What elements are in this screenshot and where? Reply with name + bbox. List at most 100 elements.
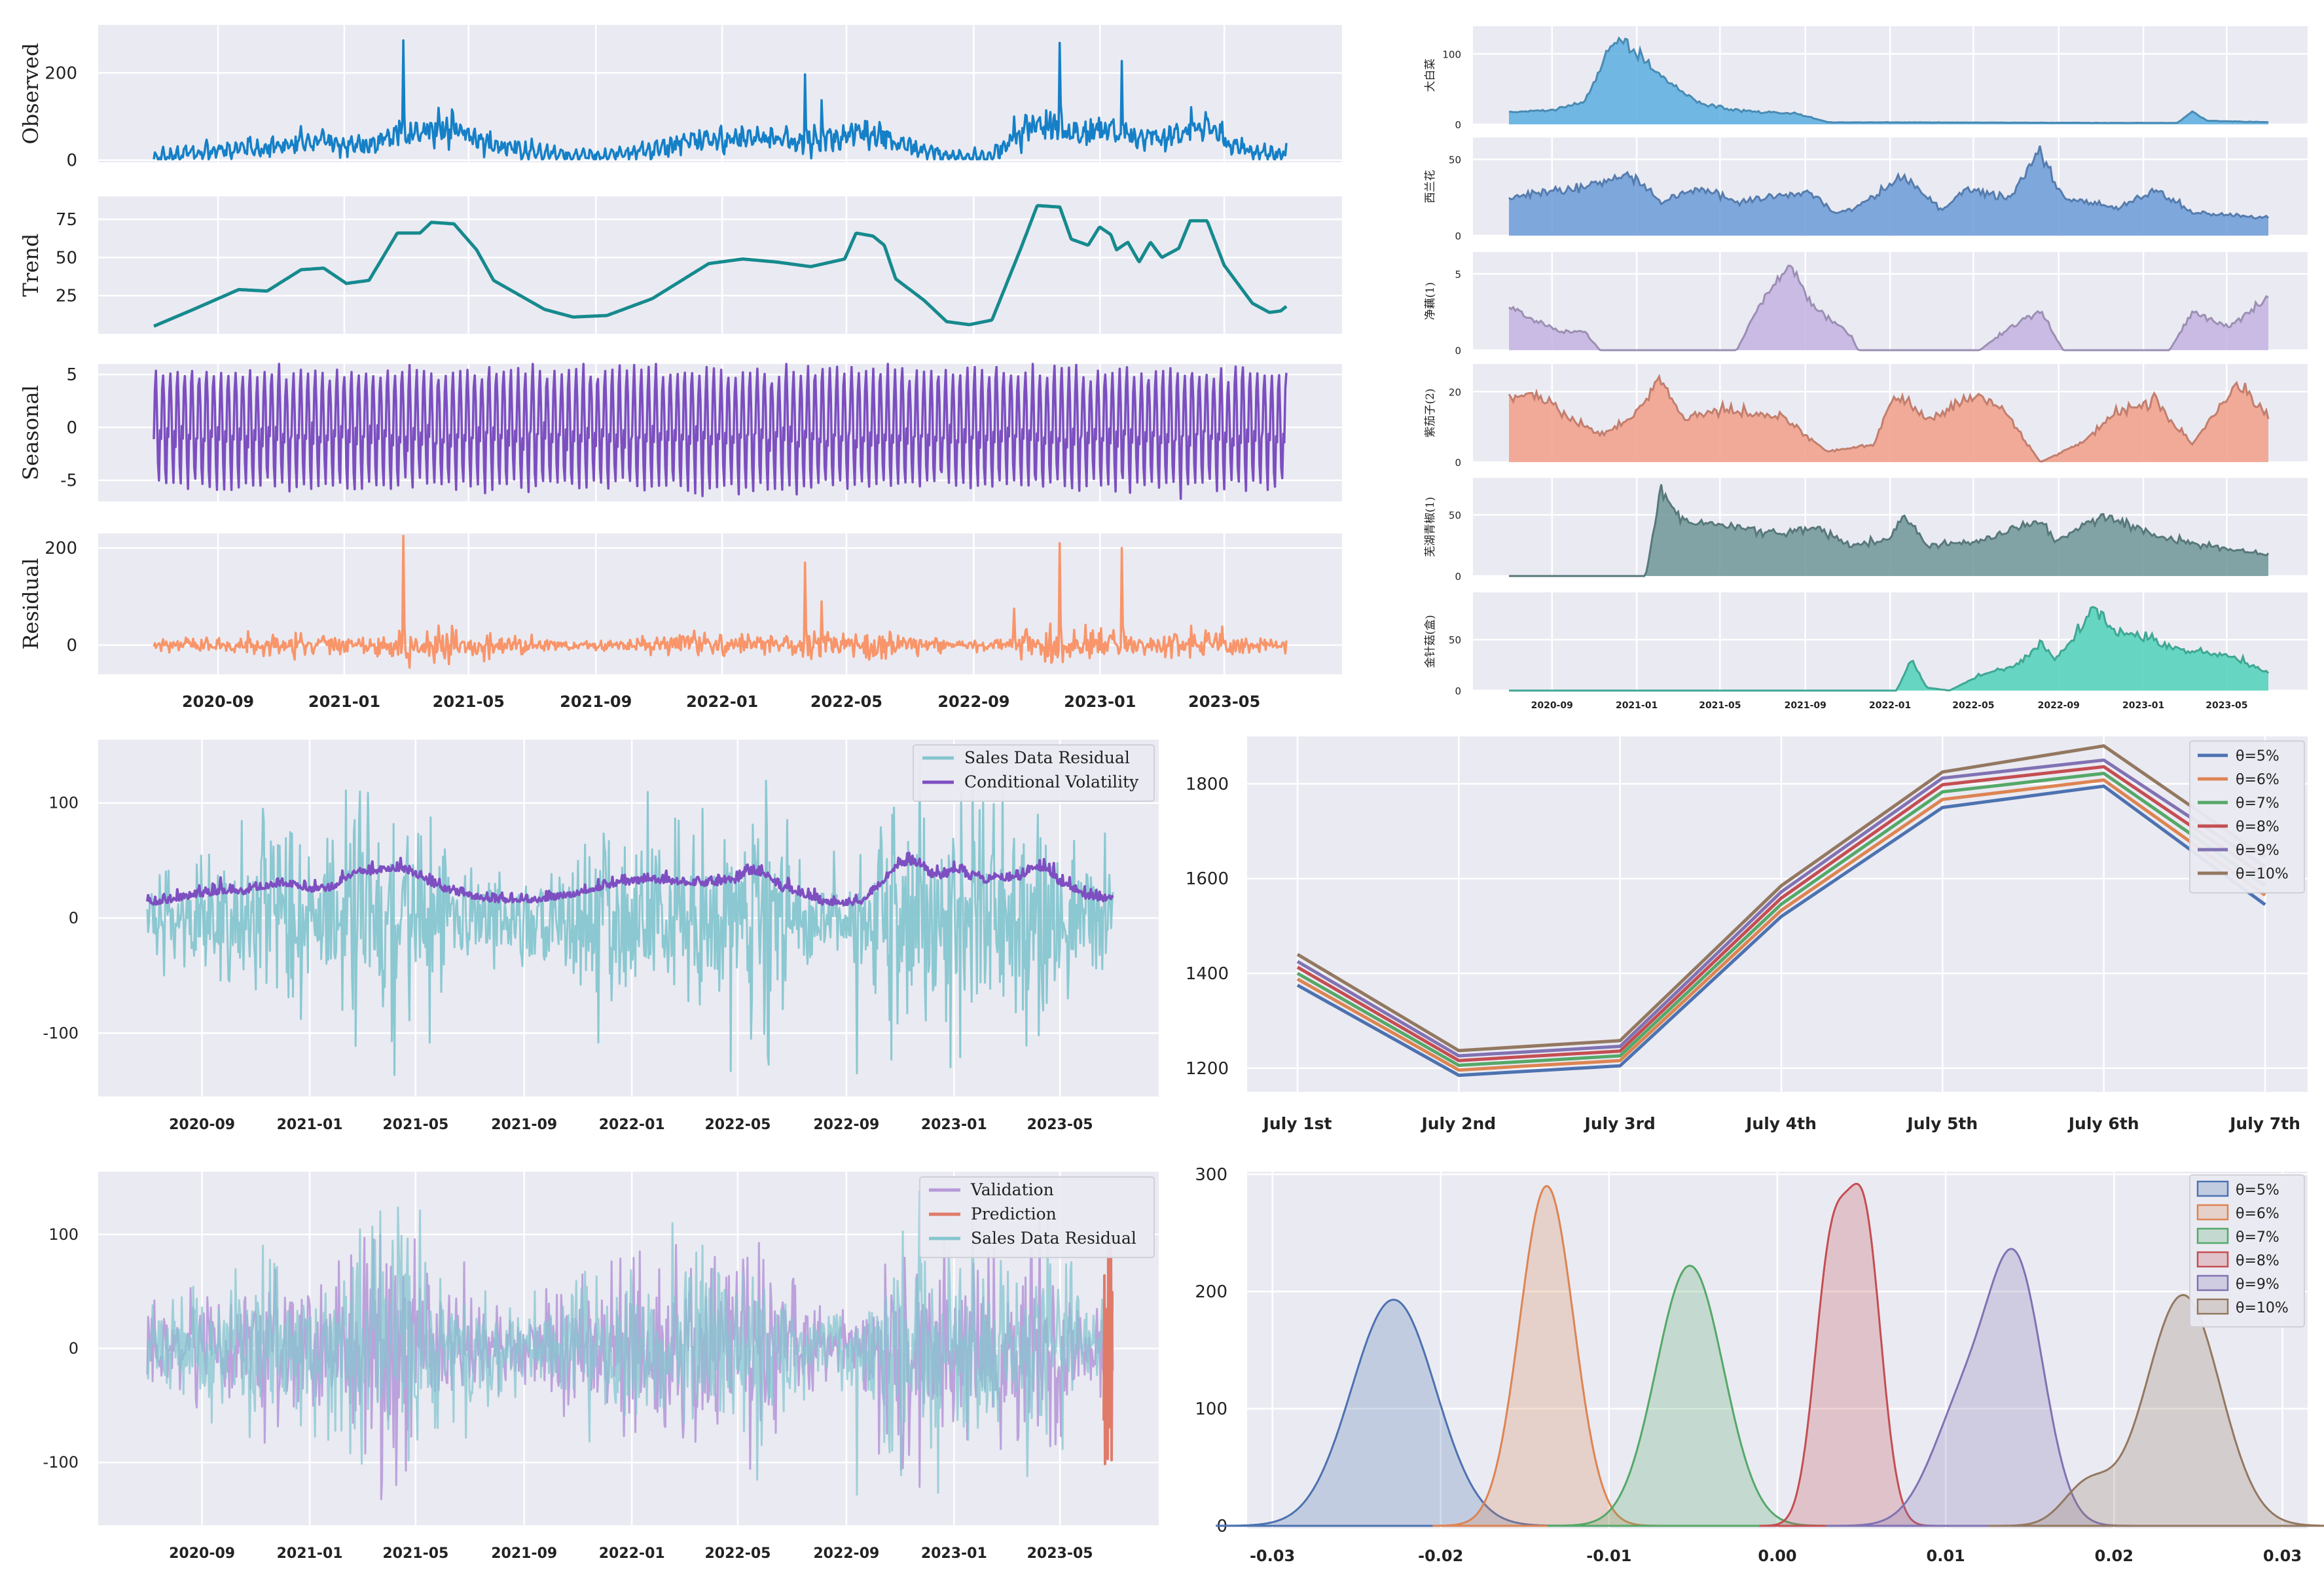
prediction-legend xyxy=(919,1176,1155,1258)
forecast-xtick: July 1st xyxy=(1262,1114,1332,1133)
decomp-ytick: 0 xyxy=(66,151,77,171)
category-ytick: 50 xyxy=(1449,154,1461,166)
prediction-prediction-line xyxy=(1102,1231,1114,1466)
category-xtick: 2021-01 xyxy=(1616,700,1658,711)
forecast-legend-label: θ=5% xyxy=(2236,748,2279,765)
category-area-line-5 xyxy=(1509,605,2270,692)
category-ytick: 0 xyxy=(1455,230,1461,242)
forecast-series-line xyxy=(1296,765,2266,1062)
garch-xtick: 2022-05 xyxy=(704,1117,771,1133)
garch-xtick: 2023-05 xyxy=(1027,1117,1093,1133)
garch-residual-line xyxy=(146,750,1114,1076)
category-xtick: 2022-05 xyxy=(1952,700,1994,711)
forecast-ytick: 1600 xyxy=(1186,869,1229,889)
category-ylabel: 芜湖青椒(1) xyxy=(1424,497,1437,557)
category-ytick: 50 xyxy=(1449,634,1461,646)
decomp-xtick: 2021-05 xyxy=(433,693,505,711)
forecast-xtick: July 5th xyxy=(1906,1114,1978,1133)
decomp-ytick: 25 xyxy=(56,287,77,306)
kde-legend-label: θ=10% xyxy=(2236,1300,2289,1316)
garch-xtick: 2022-01 xyxy=(599,1117,665,1133)
forecast-xtick: July 7th xyxy=(2228,1114,2300,1133)
decomp-xtick: 2022-01 xyxy=(686,693,758,711)
kde-density-area xyxy=(1826,1248,2133,1527)
forecast-legend-label: θ=10% xyxy=(2236,866,2289,882)
category-xtick: 2022-01 xyxy=(1869,700,1911,711)
category-ytick: 0 xyxy=(1455,685,1461,697)
kde-xtick: -0.02 xyxy=(1418,1547,1463,1565)
kde-legend-swatch xyxy=(2196,1204,2229,1221)
kde-ytick: 200 xyxy=(1195,1282,1227,1302)
category-area-line-1 xyxy=(1508,145,2270,220)
forecast-ytick: 1400 xyxy=(1186,964,1229,984)
kde-legend-swatch xyxy=(2196,1227,2229,1244)
decomp-ytick: 50 xyxy=(56,248,77,268)
decomp-xtick: 2020-09 xyxy=(182,693,254,711)
category-ytick: 20 xyxy=(1449,386,1461,398)
kde-xtick: -0.03 xyxy=(1250,1547,1295,1565)
prediction-ytick: 100 xyxy=(48,1225,79,1244)
forecast-legend-label: θ=6% xyxy=(2236,772,2279,788)
category-area-line-4 xyxy=(1509,484,2270,577)
category-xtick: 2021-09 xyxy=(1785,700,1826,711)
prediction-xtick: 2022-05 xyxy=(704,1545,771,1562)
garch-legend-label: Sales Data Residual xyxy=(964,748,1130,767)
garch-legend-label: Conditional Volatility xyxy=(964,772,1139,791)
category-ytick: 0 xyxy=(1455,345,1461,357)
kde-legend-swatch xyxy=(2196,1274,2229,1291)
prediction-xtick: 2020-09 xyxy=(169,1545,235,1562)
forecast-series-line xyxy=(1296,778,2266,1072)
category-area-line-3 xyxy=(1508,373,2270,463)
forecast-xtick: July 3rd xyxy=(1584,1114,1656,1133)
garch-xtick: 2020-09 xyxy=(169,1117,235,1133)
category-xtick: 2021-05 xyxy=(1699,700,1741,711)
category-area-line-2 xyxy=(1508,264,2269,352)
prediction-xtick: 2021-05 xyxy=(382,1545,448,1562)
forecast-legend-label: θ=7% xyxy=(2236,795,2279,812)
garch-xtick: 2021-01 xyxy=(277,1117,343,1133)
prediction-legend-label: Validation xyxy=(970,1180,1054,1199)
forecast-ytick: 1800 xyxy=(1186,774,1229,794)
kde-legend-label: θ=6% xyxy=(2236,1206,2279,1222)
prediction-legend-label: Sales Data Residual xyxy=(971,1229,1136,1248)
forecast-series-line xyxy=(1296,758,2266,1058)
prediction-xtick: 2021-01 xyxy=(277,1545,343,1562)
prediction-xtick: 2022-01 xyxy=(599,1545,665,1562)
prediction-ytick: 0 xyxy=(69,1339,79,1358)
kde-ytick: 300 xyxy=(1195,1165,1227,1185)
forecast-series-line xyxy=(1296,744,2266,1053)
prediction-xtick: 2023-01 xyxy=(921,1545,987,1562)
category-ytick: 0 xyxy=(1455,119,1461,131)
decomp-xtick: 2021-09 xyxy=(560,693,632,711)
category-ylabel: 净藕(1) xyxy=(1424,282,1437,320)
category-xtick: 2023-01 xyxy=(2122,700,2164,711)
prediction-legend-label: Prediction xyxy=(971,1204,1057,1223)
decomp-ylabel: Observed xyxy=(18,43,43,145)
kde-density-area xyxy=(1547,1265,1832,1527)
category-ylabel: 西兰花 xyxy=(1424,170,1437,204)
decomp-ytick: 0 xyxy=(66,636,77,656)
decomp-ytick: -5 xyxy=(60,471,77,491)
kde-legend-label: θ=7% xyxy=(2236,1229,2279,1246)
category-area-4 xyxy=(1509,484,2268,576)
kde-density-area xyxy=(1216,1298,1572,1527)
kde-ytick: 100 xyxy=(1195,1399,1227,1419)
kde-density-area xyxy=(1759,1183,1937,1527)
decomp-ytick: 75 xyxy=(56,210,77,230)
decomp-residual-line xyxy=(153,534,1288,669)
kde-legend xyxy=(2189,1174,2305,1327)
category-xtick: 2020-09 xyxy=(1531,700,1573,711)
kde-density-area xyxy=(1988,1293,2324,1527)
category-ytick: 0 xyxy=(1455,457,1461,469)
garch-ytick: 0 xyxy=(69,909,79,928)
category-area-1 xyxy=(1509,145,2268,236)
decomp-ytick: 200 xyxy=(45,539,77,558)
decomp-xtick: 2022-05 xyxy=(810,693,882,711)
garch-xtick: 2021-09 xyxy=(491,1117,557,1133)
forecast-xtick: July 2nd xyxy=(1420,1114,1496,1133)
decomp-trend-line xyxy=(153,204,1288,328)
decomp-ytick: 0 xyxy=(66,418,77,438)
category-ytick: 50 xyxy=(1449,510,1461,522)
garch-ytick: -100 xyxy=(43,1024,79,1042)
garch-xtick: 2022-09 xyxy=(813,1117,879,1133)
